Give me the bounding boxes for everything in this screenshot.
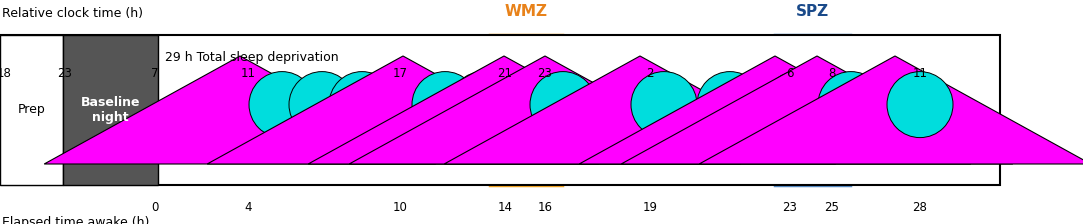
Polygon shape [309,56,700,164]
Ellipse shape [329,72,395,138]
Text: 2: 2 [647,67,654,80]
Text: 16: 16 [537,201,552,214]
Text: 29 h Total sleep deprivation: 29 h Total sleep deprivation [165,51,339,64]
Polygon shape [349,56,741,164]
Text: 23: 23 [57,67,73,80]
Ellipse shape [289,72,355,138]
Text: 4: 4 [245,201,251,214]
Polygon shape [622,56,1013,164]
Text: Baseline
night: Baseline night [81,96,141,124]
Polygon shape [579,56,970,164]
Ellipse shape [887,72,953,138]
Polygon shape [207,56,599,164]
Text: Prep: Prep [17,103,45,116]
Ellipse shape [530,72,596,138]
Polygon shape [700,56,1083,164]
Text: 18: 18 [0,67,12,80]
Text: 14: 14 [497,201,512,214]
Bar [0,35,1000,185]
Polygon shape [44,56,435,164]
Bar [775,35,850,185]
Text: 6: 6 [786,67,794,80]
Text: 28: 28 [913,201,927,214]
Ellipse shape [631,72,697,138]
Text: Elapsed time awake (h): Elapsed time awake (h) [2,216,149,224]
Text: Relative clock time (h): Relative clock time (h) [2,7,143,20]
Bar [490,35,562,185]
Text: 21: 21 [497,67,512,80]
Ellipse shape [249,72,315,138]
Text: 23: 23 [537,67,552,80]
Text: 17: 17 [392,67,407,80]
Text: WMZ: WMZ [505,4,548,19]
Ellipse shape [412,72,478,138]
Ellipse shape [451,72,516,138]
Ellipse shape [493,72,559,138]
Text: 11: 11 [240,67,256,80]
Ellipse shape [818,72,884,138]
Text: 7: 7 [152,67,159,80]
Text: 19: 19 [642,201,657,214]
Text: 8: 8 [828,67,836,80]
Text: 23: 23 [783,201,797,214]
Text: SPZ: SPZ [796,4,830,19]
Text: 10: 10 [392,201,407,214]
Text: 0: 0 [152,201,159,214]
Text: 25: 25 [824,201,839,214]
Bar [0,35,63,185]
Ellipse shape [764,72,830,138]
Ellipse shape [697,72,764,138]
Bar [63,35,158,185]
Polygon shape [444,56,836,164]
Text: 11: 11 [913,67,927,80]
